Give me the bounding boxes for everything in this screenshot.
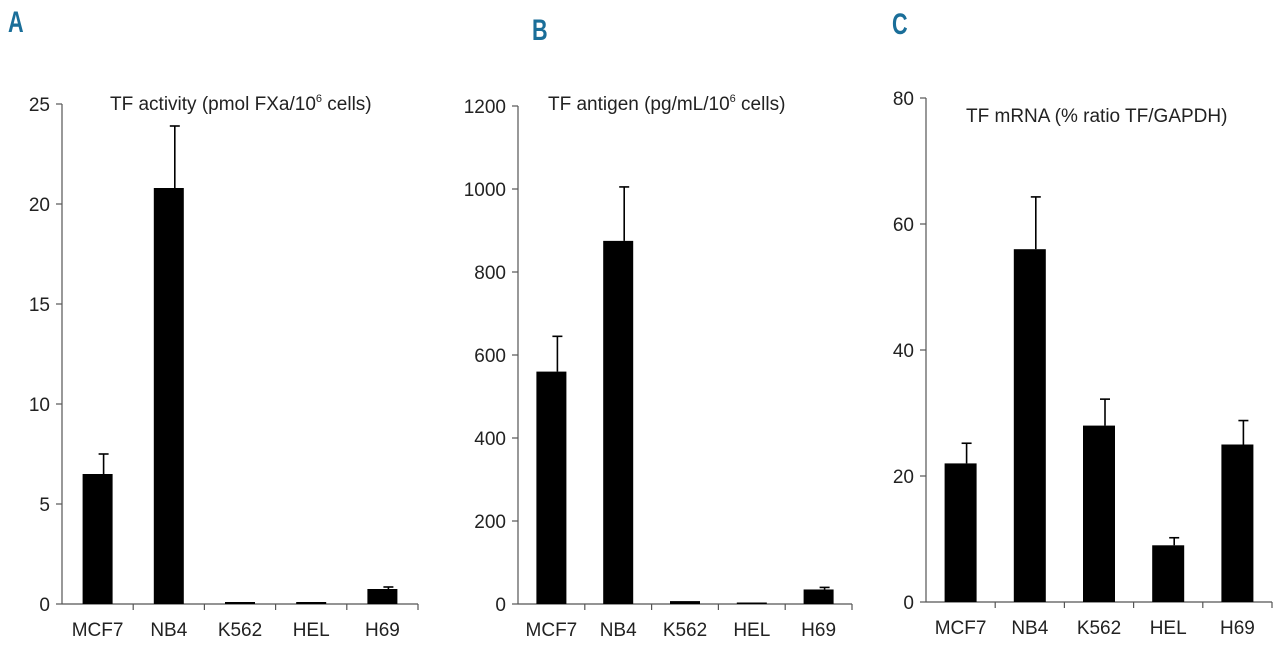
bar-k562: [1083, 425, 1115, 602]
y-tick-label: 10: [29, 395, 50, 416]
category-label-nb4: NB4: [600, 620, 637, 641]
category-label-h69: H69: [1220, 618, 1255, 639]
y-tick-label: 40: [893, 341, 914, 362]
bar-mcf7: [82, 474, 113, 604]
y-tick-label: 1200: [464, 97, 506, 118]
category-label-nb4: NB4: [150, 620, 187, 641]
bar-nb4: [153, 188, 184, 604]
panel-letter-c: C: [892, 8, 908, 41]
category-label-hel: HEL: [733, 620, 770, 641]
category-label-nb4: NB4: [1011, 618, 1048, 639]
chart-panel-b: 0 200 400 600 800 1000 1200 MCF7 NB4 K562 HEL H69 TF…: [464, 93, 853, 641]
y-tick-label: 25: [29, 95, 50, 116]
category-label-k562: K562: [663, 620, 707, 641]
bar-hel: [736, 602, 767, 604]
chart-title: TF activity (pmol FXa/106 cells): [110, 93, 372, 115]
bar-h69: [1221, 444, 1254, 602]
y-tick-label: 80: [893, 89, 914, 110]
y-tick-label: 5: [39, 495, 50, 516]
y-tick-label: 20: [893, 467, 914, 488]
category-label-mcf7: MCF7: [935, 618, 987, 639]
y-tick-label: 60: [893, 215, 914, 236]
y-tick-label: 0: [903, 593, 914, 614]
bar-k562: [225, 602, 255, 604]
bar-hel: [296, 602, 327, 604]
category-label-h69: H69: [801, 620, 836, 641]
y-tick-label: 400: [474, 429, 506, 450]
y-tick-label: 0: [495, 595, 506, 616]
y-tick-label: 0: [39, 595, 50, 616]
category-label-k562: K562: [1077, 618, 1121, 639]
y-tick-label: 1000: [464, 180, 506, 201]
bar-nb4: [603, 240, 634, 604]
bar-mcf7: [944, 463, 977, 602]
category-label-k562: K562: [218, 620, 262, 641]
y-tick-label: 20: [29, 195, 50, 216]
bar-h69: [367, 589, 398, 604]
y-tick-label: 15: [29, 295, 50, 316]
category-label-mcf7: MCF7: [72, 620, 124, 641]
panel-letter-a: A: [8, 6, 24, 39]
panel-letter-b: B: [532, 14, 548, 47]
category-label-hel: HEL: [1150, 618, 1187, 639]
chart-panel-c: 0 20 40 60 80 MCF7 NB4 K562 HEL H69 TF mRNA (% rat…: [893, 89, 1273, 639]
chart-title: TF antigen (pg/mL/106 cells): [548, 93, 785, 115]
category-label-hel: HEL: [293, 620, 330, 641]
bar-mcf7: [536, 371, 567, 604]
category-label-mcf7: MCF7: [526, 620, 578, 641]
y-tick-label: 800: [474, 263, 506, 284]
chart-panel-a: 0 5 10 15 20 25 MCF7 NB4 K562 HEL H69 TF activity (…: [29, 93, 419, 641]
chart-title: TF mRNA (% ratio TF/GAPDH): [966, 106, 1227, 127]
bar-nb4: [1013, 249, 1046, 602]
category-label-h69: H69: [365, 620, 400, 641]
y-tick-label: 600: [474, 346, 506, 367]
y-tick-label: 200: [474, 512, 506, 533]
bar-k562: [670, 601, 700, 604]
bar-h69: [803, 589, 834, 604]
bar-hel: [1152, 545, 1185, 602]
